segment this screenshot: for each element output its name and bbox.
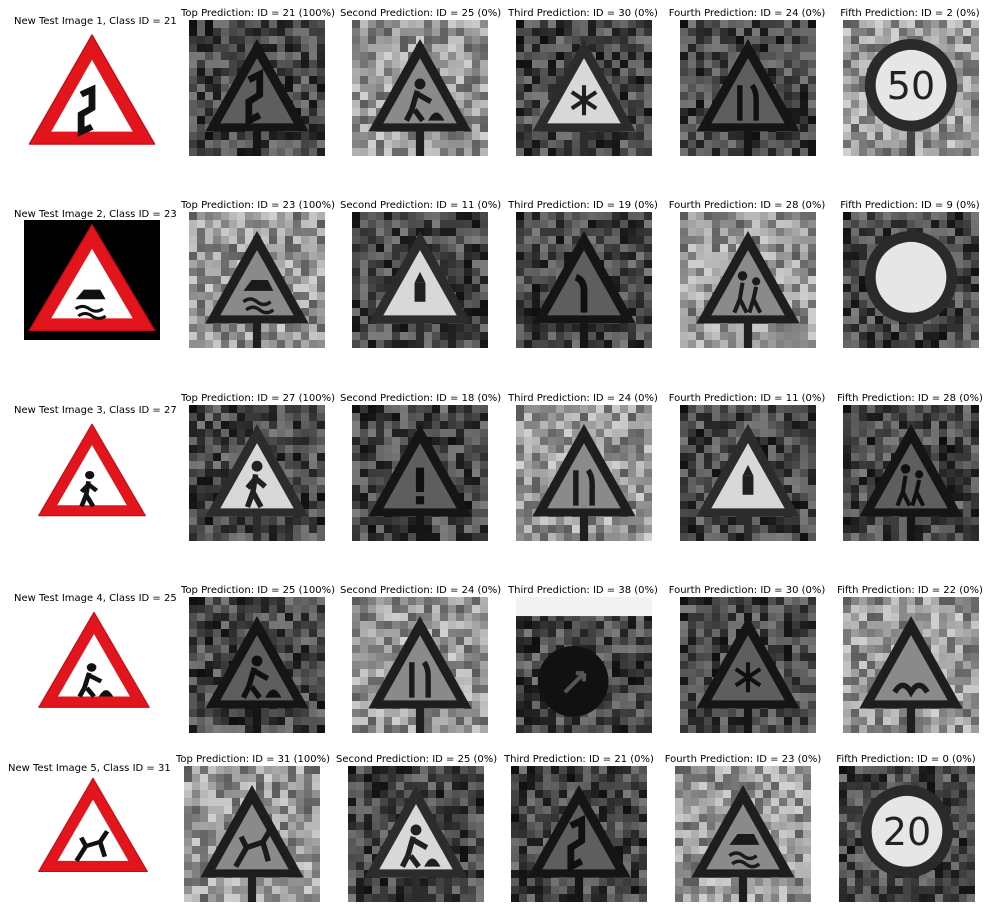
test-image-5 [34, 774, 152, 880]
prediction-5-2-image [348, 766, 484, 902]
test-image-4-title: New Test Image 4, Class ID = 25 [14, 593, 177, 604]
prediction-5-5-title: Fifth Prediction: ID = 0 (0%) [836, 754, 976, 765]
prediction-5-5-image: 20 [839, 766, 975, 902]
prediction-4-2-image [352, 597, 488, 733]
prediction-4-3-title: Third Prediction: ID = 38 (0%) [508, 585, 658, 596]
prediction-4-4-image [680, 597, 816, 733]
prediction-3-1-image [189, 405, 325, 541]
prediction-2-2-image [352, 212, 488, 348]
prediction-2-2-title: Second Prediction: ID = 11 (0%) [340, 200, 502, 211]
test-image-3-title: New Test Image 3, Class ID = 27 [14, 405, 177, 416]
test-image-1 [24, 30, 160, 154]
test-image-2-title: New Test Image 2, Class ID = 23 [14, 209, 177, 220]
prediction-5-4-title: Fourth Prediction: ID = 23 (0%) [664, 754, 822, 765]
prediction-5-3-image [511, 766, 647, 902]
prediction-4-1-image [189, 597, 325, 733]
prediction-4-5-title: Fifth Prediction: ID = 22 (0%) [837, 585, 983, 596]
prediction-3-3-title: Third Prediction: ID = 24 (0%) [508, 393, 658, 404]
prediction-3-2-image [352, 405, 488, 541]
prediction-3-5-title: Fifth Prediction: ID = 28 (0%) [837, 393, 983, 404]
prediction-2-4-image [680, 212, 816, 348]
prediction-5-1-image [184, 766, 320, 902]
prediction-4-2-title: Second Prediction: ID = 24 (0%) [340, 585, 502, 596]
prediction-1-4-title: Fourth Prediction: ID = 24 (0%) [668, 8, 826, 19]
prediction-1-1-image [189, 20, 325, 156]
prediction-3-3-image [516, 405, 652, 541]
svg-text:50: 50 [887, 64, 935, 108]
prediction-5-2-title: Second Prediction: ID = 25 (0%) [336, 754, 498, 765]
prediction-2-1-image [189, 212, 325, 348]
prediction-3-2-title: Second Prediction: ID = 18 (0%) [340, 393, 502, 404]
prediction-3-5-image [843, 405, 979, 541]
prediction-1-5-image: 50 [843, 20, 979, 156]
prediction-2-3-title: Third Prediction: ID = 19 (0%) [508, 200, 658, 211]
prediction-1-1-title: Top Prediction: ID = 21 (100%) [181, 8, 335, 19]
prediction-4-5-image [843, 597, 979, 733]
prediction-5-3-title: Third Prediction: ID = 21 (0%) [504, 754, 654, 765]
prediction-4-1-title: Top Prediction: ID = 25 (100%) [181, 585, 335, 596]
prediction-3-4-image [680, 405, 816, 541]
prediction-2-5-image [843, 212, 979, 348]
test-image-2 [24, 220, 160, 340]
prediction-1-2-image [352, 20, 488, 156]
prediction-5-4-image [675, 766, 811, 902]
prediction-2-4-title: Fourth Prediction: ID = 28 (0%) [668, 200, 826, 211]
prediction-3-1-title: Top Prediction: ID = 27 (100%) [181, 393, 335, 404]
prediction-4-3-image [516, 597, 652, 733]
prediction-2-1-title: Top Prediction: ID = 23 (100%) [181, 200, 335, 211]
prediction-2-5-title: Fifth Prediction: ID = 9 (0%) [840, 200, 980, 211]
test-image-4 [34, 608, 154, 716]
prediction-2-3-image [516, 212, 652, 348]
test-image-5-title: New Test Image 5, Class ID = 31 [8, 763, 171, 774]
prediction-1-2-title: Second Prediction: ID = 25 (0%) [340, 8, 502, 19]
prediction-1-5-title: Fifth Prediction: ID = 2 (0%) [840, 8, 980, 19]
prediction-3-4-title: Fourth Prediction: ID = 11 (0%) [668, 393, 826, 404]
prediction-1-3-image [516, 20, 652, 156]
prediction-1-3-title: Third Prediction: ID = 30 (0%) [508, 8, 658, 19]
test-image-3 [34, 420, 150, 524]
test-image-1-title: New Test Image 1, Class ID = 21 [14, 16, 177, 27]
prediction-5-1-title: Top Prediction: ID = 31 (100%) [176, 754, 330, 765]
prediction-1-4-image [680, 20, 816, 156]
prediction-4-4-title: Fourth Prediction: ID = 30 (0%) [668, 585, 826, 596]
